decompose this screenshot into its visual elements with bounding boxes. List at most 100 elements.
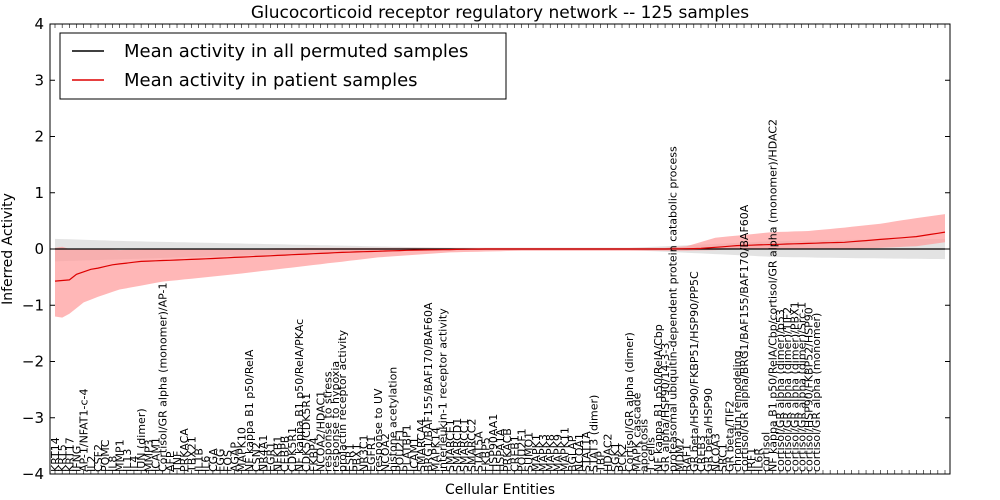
entity-label: cortisol/GR alpha (monomer) [810, 313, 823, 472]
patient-range-band [55, 214, 945, 318]
entity-label: MAPK11 [559, 427, 572, 472]
entity-label: POU2F1 [516, 428, 529, 472]
entity-label: cortisol/HSP90/FKBP52/HSP90 [803, 307, 816, 472]
y-tick-label: 3 [34, 71, 44, 89]
entity-label: CDK5R1 [286, 427, 299, 472]
entity-label: BRG1/BAF155/BAF170/BAF60A [422, 302, 435, 472]
entity-label: MMP3 [142, 439, 155, 472]
entity-label: NF kappa B1 p50/RelA/Cbp [652, 324, 665, 472]
x-axis-label: Cellular Entities [445, 482, 555, 498]
entity-label: MAPK cascade [630, 392, 643, 472]
entity-label: MAPK3 [537, 434, 550, 472]
entity-label: PCK2 [616, 443, 629, 472]
entity-label: SMARCA4 [415, 419, 428, 472]
entity-label: TBP [594, 451, 607, 473]
entity-label: IL8 [106, 456, 119, 472]
entity-label: IL6 [200, 456, 213, 472]
entity-label: prolactin receptor activity [336, 329, 349, 472]
entity-label: KRT5 [56, 444, 69, 472]
entity-label: POMC [99, 439, 112, 472]
entity-label: PLATBP1 [401, 424, 414, 472]
legend-patient-label: Mean activity in patient samples [124, 70, 418, 91]
entity-label: FGG [214, 449, 227, 472]
entity-label: histone acetylation [386, 367, 399, 472]
entity-label: CREB1 [508, 435, 521, 472]
entity-label: T cells [645, 437, 658, 473]
entity-label: AGAP [228, 442, 241, 472]
entity-label: TBX21 [185, 436, 198, 473]
entity-label: CREB3 [695, 435, 708, 472]
entity-label: CSN2 [250, 442, 263, 472]
entity-label: IRF1 [745, 448, 758, 472]
entity-label: STAT1A [580, 431, 593, 472]
entity-label: response to stress [322, 371, 335, 472]
plot-area [50, 214, 950, 318]
chart-title: Glucocorticoid receptor regulatory netwo… [251, 3, 749, 23]
entity-label: FOS [221, 450, 234, 472]
entity-label: SUMO1 [523, 432, 536, 472]
entity-label: NFKB1 [272, 436, 285, 472]
entity-label: IL13 [121, 449, 134, 472]
entity-label: SMARCD1 [451, 418, 464, 472]
entity-label: TNF [171, 451, 184, 473]
entity-label: CSF2 [92, 444, 105, 472]
entity-label: IFNG [71, 446, 84, 472]
entity-label: AP-1/NFAT1-c-4 [78, 388, 91, 472]
y-tick-label: 1 [34, 184, 44, 202]
y-tick-label: −2 [22, 353, 44, 371]
entity-label: NCOA2 [379, 433, 392, 472]
entity-label: MAPK1 [530, 434, 543, 472]
patient-mean-line [54, 231, 946, 282]
entity-label: NR3C1 [358, 434, 371, 472]
entity-label: GR beta/TIF2 [724, 401, 737, 472]
entity-label: EGFR1 [365, 436, 378, 472]
entity-label: RAF1 [681, 444, 694, 472]
entity-label: CGA [207, 448, 220, 472]
entity-label: GR alpha/HSP90/14-3-3 [659, 343, 672, 472]
entity-label: cortisol/GR alpha (dimer)/Src-1 [795, 302, 808, 472]
entity-label: POU2F1 [394, 428, 407, 472]
entity-label: BGLAP [566, 435, 579, 472]
entity-label: interleukin-1 receptor activity [437, 308, 450, 472]
entity-label: SRC1 [717, 443, 730, 472]
legend: Mean activity in all permuted samples Me… [59, 32, 507, 100]
entity-label: PBX1 [350, 443, 363, 472]
entity-label: MDM2 [673, 438, 686, 472]
entity-label: NCOA1 [573, 433, 586, 472]
entity-label: EGR1 [264, 442, 277, 472]
entity-label: MAPK8 [544, 434, 557, 472]
entity-label: ICAM1 [408, 437, 421, 472]
entity-label: NF kappa B1 p50/RelA/PKAc [293, 319, 306, 472]
entity-label: IL1B [193, 448, 206, 472]
entity-label: SMARCC2 [465, 419, 478, 472]
y-tick-label: −3 [22, 409, 44, 427]
entity-label: KRT14 [49, 437, 62, 472]
legend-permuted-label: Mean activity in all permuted samples [124, 41, 468, 62]
entity-label: STAT5A [472, 431, 485, 472]
entity-labels: KRT14KRT5KRT17IFNGAP-1/NFAT1-c-4IL2CSF2P… [49, 119, 823, 473]
entity-label: CEBPB [279, 436, 292, 472]
entity-label: response to UV [372, 388, 385, 472]
entity-label: apoptosis [638, 419, 651, 472]
entity-label: cortisol [760, 432, 773, 472]
entity-label: cortisol/GR alpha/BRG1/BAF155/BAF170/BAF… [738, 204, 751, 472]
y-tick-label: −1 [22, 296, 44, 314]
entity-label: cortisol/GR alpha (dimer)/p53 [774, 309, 787, 472]
entity-label: Cortisol/GR alpha (dimer) [623, 332, 636, 472]
legend-box [59, 32, 507, 100]
entity-label: IL4 [128, 456, 141, 472]
entity-label: GR beta/HSP90/FKBP51/HSP90/PP5C [688, 271, 701, 472]
entity-label: NCOA3 [709, 433, 722, 472]
entity-label: NCOA2/HDAC1 [315, 391, 328, 472]
y-axis-label: Inferred Activity [0, 193, 16, 305]
entity-label: MMP1 [114, 439, 127, 472]
entity-label: cortisol/GR alpha (dimer)/PBX1 [788, 301, 801, 472]
entity-label: chromatin remodeling [731, 350, 744, 472]
entity-label: AFP [164, 451, 177, 472]
entity-label: NF kappa B1 p50/RelA/Cbp/cortisol/GR alp… [767, 119, 780, 472]
entity-label: MAPK10 [236, 427, 249, 472]
y-tick-label: 4 [34, 15, 44, 33]
axes-frame: −4 −3 −2 −1 0 1 2 3 4 [22, 15, 951, 483]
y-tick-label: 0 [34, 240, 44, 258]
